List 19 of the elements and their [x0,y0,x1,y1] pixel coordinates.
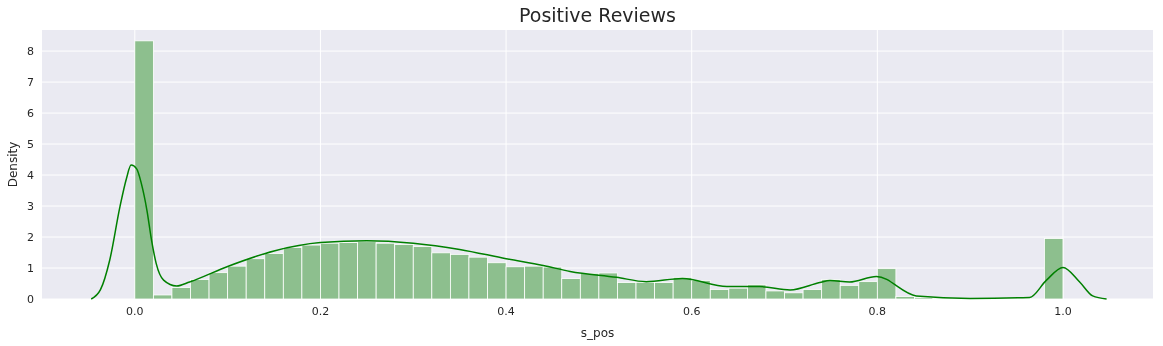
x-tick-label: 0.0 [126,305,144,318]
x-tick-label: 0.4 [497,305,515,318]
y-tick-label: 8 [27,44,34,58]
y-tick-label: 4 [27,168,34,182]
line-series [90,164,1108,300]
x-tick-label: 0.8 [868,305,887,318]
y-tick-label: 5 [27,137,34,151]
x-tick-label: 0.6 [682,305,701,318]
y-tick-label: 1 [27,261,34,275]
x-tick-label: 0.2 [311,305,330,318]
y-tick-label: 3 [27,199,34,213]
x-axis-title: s_pos [580,326,615,340]
y-tick-label: 7 [27,75,34,89]
x-tick-label: 1.0 [1054,305,1072,318]
y-tick-label: 6 [27,106,34,120]
chart-title: Positive Reviews [519,4,676,26]
y-axis-title: Density [6,141,20,188]
y-tick-label: 2 [27,230,34,244]
y-tick-label: 0 [27,292,34,306]
